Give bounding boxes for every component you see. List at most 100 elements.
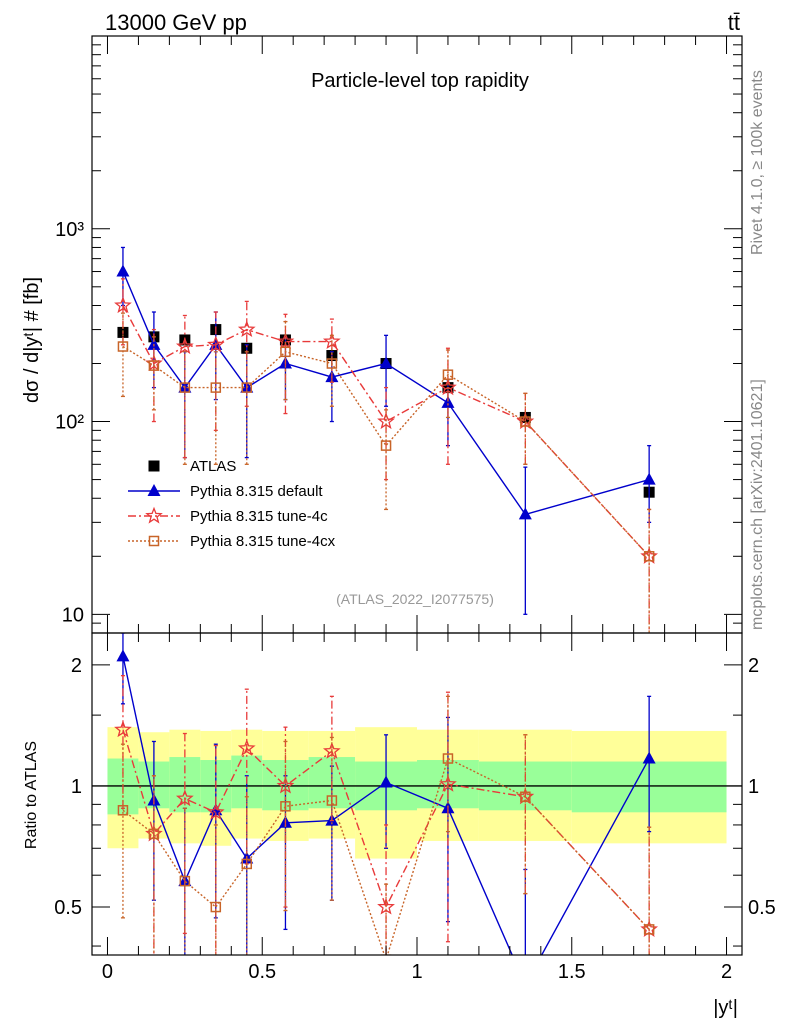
error-bar-tune4cx	[244, 796, 249, 955]
data-point-tune4cx	[210, 901, 222, 913]
error-bar-tune4cx	[523, 734, 528, 895]
legend-marker	[145, 506, 163, 524]
data-point-tune4cx	[380, 440, 392, 451]
x-tick-label: 1	[411, 961, 422, 983]
error-bar-default	[647, 695, 652, 833]
data-point-tune4cx	[326, 358, 338, 369]
data-point-tune4c	[206, 803, 225, 820]
data-point-tune4cx	[117, 805, 129, 816]
data-point-tune4c	[206, 335, 225, 353]
ratio-y-tick-label-left: 1	[71, 776, 82, 798]
error-bar-tune4c	[445, 691, 450, 943]
error-bar-tune4c	[384, 824, 389, 955]
data-point-tune4c	[175, 789, 194, 807]
energy-label: 13000 GeV pp	[105, 10, 247, 35]
data-point-tune4c	[439, 378, 457, 396]
data-point-tune4cx	[117, 341, 129, 352]
series-tune4cx	[117, 312, 655, 633]
error-bar-tune4c	[213, 744, 218, 955]
data-point-tune4cx	[210, 382, 222, 393]
ratio-y-tick-label-left: 0.5	[54, 897, 82, 919]
error-bar-tune4cx	[445, 349, 450, 419]
mcplots-label: mcplots.cern.ch [arXiv:2401.10621]	[749, 379, 766, 630]
y-tick-label: 10²	[55, 412, 84, 434]
ratio-y-axis-label: Ratio to ATLAS	[23, 741, 40, 849]
ratio-y-tick-label-left: 2	[71, 655, 82, 677]
process-label: tt̄	[728, 10, 740, 35]
x-tick-label: 0	[102, 961, 113, 983]
data-point-tune4c	[145, 824, 163, 842]
legend-label: Pythia 8.315 tune-4c	[190, 508, 328, 525]
data-point-tune4c	[114, 720, 132, 738]
x-tick-label: 2	[721, 961, 732, 983]
error-bar-default	[384, 734, 389, 849]
error-bar-tune4cx	[445, 695, 450, 833]
series-line-tune4cx	[122, 757, 650, 955]
data-point-tune4c	[237, 320, 256, 338]
error-bar-tune4cx	[213, 351, 218, 465]
data-point-tune4cx	[241, 382, 253, 393]
data-point-tune4c	[237, 739, 256, 756]
data-point-tune4cx	[643, 551, 655, 562]
legend-marker	[148, 535, 160, 547]
data-point-tune4cx	[148, 360, 160, 371]
data-point-tune4cx	[280, 801, 291, 812]
legend-item-tune4c: Pythia 8.315 tune-4c	[128, 506, 328, 525]
data-point-default	[518, 507, 532, 520]
x-tick-label: 0.5	[248, 961, 276, 983]
error-bar-tune4cx	[384, 409, 389, 511]
rivet-label: Rivet 4.1.0, ≥ 100k events	[749, 70, 766, 255]
series-tune4cx	[117, 695, 655, 955]
data-point-default	[379, 356, 393, 369]
error-bar-tune4cx	[120, 312, 125, 398]
series-line-tune4c	[122, 729, 650, 930]
error-bar-tune4cx	[329, 736, 334, 901]
data-point-tune4cx	[520, 416, 531, 427]
error-bar-tune4cx	[523, 392, 528, 465]
data-point-tune4cx	[326, 795, 338, 806]
data-point-default	[379, 775, 393, 788]
data-point-tune4cx	[643, 924, 655, 935]
legend-label: Pythia 8.315 tune-4cx	[190, 533, 336, 550]
legend: ATLAS Pythia 8.315 default Pythia 8.315 tu…	[128, 458, 336, 550]
legend-item-atlas: ATLAS	[148, 458, 236, 475]
x-axis-label: |yᵗ|	[713, 997, 738, 1019]
y-axis-label: dσ / d|yᵗ| # [fb]	[21, 277, 43, 403]
error-bar-tune4cx	[182, 807, 187, 955]
x-tick-label: 1.5	[558, 961, 586, 983]
error-bar-tune4cx	[182, 351, 187, 465]
error-bar-tune4cx	[120, 743, 125, 919]
error-bar-tune4cx	[329, 334, 334, 407]
legend-marker	[148, 460, 160, 472]
error-bar-tune4cx	[151, 336, 156, 411]
data-point-default	[519, 978, 532, 990]
ratio-y-tick-label-right: 1	[748, 776, 759, 798]
y-tick-label: 10³	[55, 219, 84, 241]
data-point-tune4cx	[520, 791, 531, 803]
legend-marker	[147, 484, 161, 496]
y-tick-label: 10	[62, 604, 84, 626]
series-line-tune4cx	[122, 345, 650, 557]
legend-item-default: Pythia 8.315 default	[128, 483, 323, 500]
data-point-tune4c	[145, 354, 163, 372]
ratio-y-tick-label-right: 2	[748, 655, 759, 677]
data-point-tune4cx	[380, 954, 392, 955]
data-point-tune4c	[175, 337, 194, 355]
data-point-tune4cx	[148, 828, 160, 840]
data-point-tune4cx	[442, 753, 454, 764]
data-point-default	[147, 337, 161, 350]
legend-item-tune4cx: Pythia 8.315 tune-4cx	[128, 533, 336, 550]
data-point-default	[642, 472, 656, 485]
data-point-tune4c	[114, 296, 132, 314]
series-line-tune4c	[122, 305, 650, 557]
chart-title: Particle-level top rapidity	[311, 70, 529, 92]
data-point-default	[116, 649, 130, 662]
main-panel: 10 10² 10³ Particle-level top rapidity dσ …	[21, 35, 743, 634]
error-bar-tune4cx	[283, 740, 288, 912]
data-point-default	[116, 264, 130, 277]
ratio-panel: 0.5 0.5 1 1 2 2 0 0.5 1 1.5 2 Ratio to ATLAS |yᵗ|	[23, 632, 776, 1019]
data-point-tune4c	[276, 332, 295, 350]
error-bar-tune4c	[120, 278, 125, 346]
legend-label: Pythia 8.315 default	[190, 483, 323, 500]
